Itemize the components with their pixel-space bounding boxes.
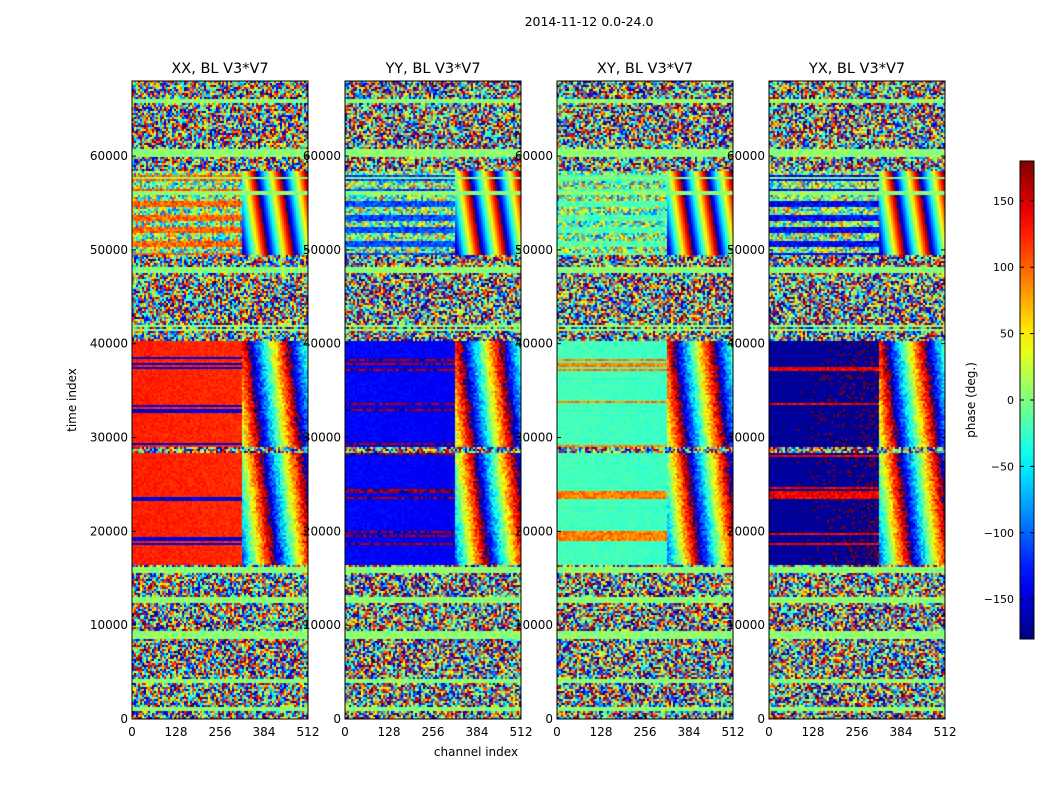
x-tick-label: 384 [890, 725, 913, 739]
colorbar-tick-label: 50 [1000, 328, 1014, 341]
x-tick-label: 256 [634, 725, 657, 739]
y-tick-label: 60000 [303, 149, 341, 163]
y-tick-label: 10000 [90, 618, 128, 632]
y-tick-label: 30000 [303, 431, 341, 445]
y-tick-label: 60000 [515, 149, 553, 163]
panel-title: XY, BL V3*V7 [597, 61, 693, 77]
y-axis-label: time index [65, 368, 79, 432]
y-tick-label: 0 [333, 712, 341, 726]
x-tick-label: 128 [378, 725, 401, 739]
x-tick-label: 0 [765, 725, 773, 739]
x-tick-label: 0 [553, 725, 561, 739]
x-tick-label: 128 [165, 725, 188, 739]
x-tick-label: 512 [722, 725, 745, 739]
x-tick-label: 384 [678, 725, 701, 739]
y-tick-label: 0 [757, 712, 765, 726]
x-tick-label: 384 [466, 725, 489, 739]
x-tick-label: 256 [846, 725, 869, 739]
x-tick-label: 512 [297, 725, 320, 739]
colorbar-tick-label: 0 [1007, 394, 1014, 407]
y-tick-label: 50000 [303, 243, 341, 257]
y-tick-label: 60000 [727, 149, 765, 163]
y-tick-label: 50000 [727, 243, 765, 257]
y-tick-label: 60000 [90, 149, 128, 163]
panels: XX, BL V3*V7 0 128 256 384 512 0 10000 20000 3000… [90, 61, 957, 739]
x-tick-label: 0 [128, 725, 136, 739]
x-tick-label: 512 [934, 725, 957, 739]
panel-title: YX, BL V3*V7 [808, 61, 905, 77]
colorbar-tick-label: −150 [984, 593, 1014, 606]
figure-suptitle: 2014-11-12 0.0-24.0 [525, 14, 654, 29]
y-tick-label: 50000 [90, 243, 128, 257]
x-tick-label: 384 [253, 725, 276, 739]
x-axis-label: channel index [434, 745, 518, 759]
y-tick-label: 10000 [727, 618, 765, 632]
x-tick-label: 512 [510, 725, 533, 739]
heatmap-image [557, 81, 733, 719]
colorbar: −150 −100 −50 0 50 100 150 [984, 160, 1035, 640]
panel-1: XX, BL V3*V7 0 128 256 384 512 0 10000 20000 3000… [90, 61, 320, 739]
x-tick-label: 128 [802, 725, 825, 739]
colorbar-label: phase (deg.) [964, 362, 978, 438]
colorbar-tick-label: 100 [993, 261, 1014, 274]
y-tick-label: 20000 [727, 524, 765, 538]
panel-title: XX, BL V3*V7 [171, 61, 268, 77]
panel-3: XY, BL V3*V7 0 128 256 384 512 0 10000 20000 3000… [515, 61, 745, 739]
y-tick-label: 10000 [515, 618, 553, 632]
panel-title: YY, BL V3*V7 [384, 61, 480, 77]
heatmap-image [345, 81, 521, 719]
y-tick-label: 10000 [303, 618, 341, 632]
colorbar-tick-label: 150 [993, 195, 1014, 208]
x-tick-label: 256 [422, 725, 445, 739]
colorbar-tick-label: −100 [984, 527, 1014, 540]
panel-2: YY, BL V3*V7 0 128 256 384 512 0 10000 20000 3000… [303, 61, 533, 739]
y-tick-label: 20000 [90, 524, 128, 538]
x-tick-label: 128 [590, 725, 613, 739]
x-tick-label: 256 [209, 725, 232, 739]
heatmap-image [769, 81, 945, 719]
y-tick-label: 30000 [515, 431, 553, 445]
y-tick-label: 30000 [90, 431, 128, 445]
colorbar-tick-label: −50 [991, 460, 1014, 473]
y-tick-label: 30000 [727, 431, 765, 445]
y-tick-label: 40000 [90, 337, 128, 351]
y-tick-label: 40000 [303, 337, 341, 351]
panel-4: YX, BL V3*V7 0 128 256 384 512 0 10000 20000 3000… [727, 61, 957, 739]
y-tick-label: 40000 [727, 337, 765, 351]
x-tick-label: 0 [341, 725, 349, 739]
y-tick-label: 20000 [515, 524, 553, 538]
y-tick-label: 0 [545, 712, 553, 726]
y-tick-label: 40000 [515, 337, 553, 351]
heatmap-image [132, 81, 308, 719]
y-tick-label: 50000 [515, 243, 553, 257]
y-tick-label: 0 [120, 712, 128, 726]
y-tick-label: 20000 [303, 524, 341, 538]
